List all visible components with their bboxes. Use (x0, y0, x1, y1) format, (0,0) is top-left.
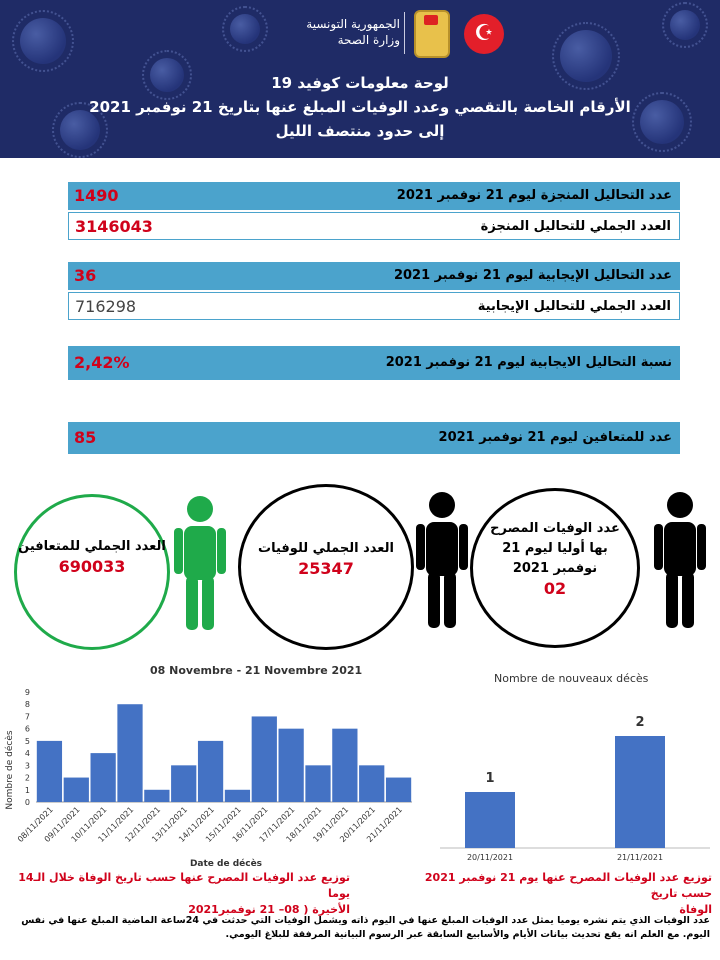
footnote: عدد الوفيات الذي يتم نشره يوميا يمثل عدد… (21, 915, 710, 940)
deaths-total-value: 25347 (298, 559, 354, 578)
recovered-total-circle: العدد الجملي للمتعافين 690033 (14, 494, 170, 650)
chart1-title: 08 Novembre - 21 Novembre 2021 (150, 664, 363, 677)
chart1-y-tick: 1 (25, 786, 30, 795)
virus-decoration (552, 22, 620, 90)
virus-decoration (52, 102, 108, 158)
dashboard-subtitle-time: إلى حدود منتصف الليل (275, 122, 445, 140)
dashboard-title: لوحة معلومات كوفيد 19 (271, 74, 449, 92)
virus-decoration (142, 50, 192, 100)
chart1-bar (144, 789, 170, 802)
left-caption-line2: الأخيرة ( 08– 21 نوفمبر2021 (188, 903, 350, 916)
chart2-title: Nombre de nouveaux décès (494, 672, 649, 685)
stat-label: عدد التحاليل الإيجابية ليوم 21 نوفمبر 20… (393, 268, 672, 283)
recovered-total-value: 690033 (58, 557, 126, 576)
stat-label: عدد للمتعافين ليوم 21 نوفمبر 2021 (438, 430, 672, 445)
deaths-total-circle: العدد الجملي للوفيات 25347 (238, 484, 414, 650)
chart1-ylabel: Nombre de décès (4, 730, 15, 809)
ministry-line2: وزارة الصحة (337, 33, 400, 47)
dashboard-subtitle: الأرقام الخاصة بالتقصي وعدد الوفيات المب… (89, 98, 631, 116)
recovered-total-label: العدد الجملي للمتعافين (18, 539, 166, 554)
stat-value: 2,42% (74, 353, 130, 372)
stat-row-tests-total: العدد الجملي للتحاليل المنجزة 3146043 (68, 212, 680, 240)
chart1-y-tick: 5 (25, 737, 30, 746)
chart1-y-tick: 2 (25, 774, 30, 783)
chart1-bar (36, 740, 63, 802)
stat-value: 3146043 (75, 217, 153, 236)
chart1-bar (385, 777, 412, 802)
chart1-bar (197, 740, 224, 802)
right-caption-line1: توزيع عدد الوفيات المصرح عنها يوم 21 نوف… (424, 871, 712, 900)
chart1-bar (63, 777, 89, 802)
stat-row-recovered-day: عدد للمتعافين ليوم 21 نوفمبر 2021 85 (68, 422, 680, 454)
chart1-y-tick: 7 (25, 712, 30, 721)
ministry-line1: الجمهورية التونسية (306, 17, 400, 31)
stat-value: 85 (74, 428, 97, 447)
chart1-bar (305, 765, 331, 802)
deaths-total-label: العدد الجملي للوفيات (258, 541, 394, 556)
declared-deaths-value: 02 (543, 579, 567, 598)
right-caption-line2: الوفاة (679, 903, 712, 916)
declared-deaths-label2: بها أوليا ليوم 21 (502, 541, 608, 556)
declared-deaths-label3: نوفمبر 2021 (512, 561, 598, 576)
stat-label: عدد التحاليل المنجزة ليوم 21 نوفمبر 2021 (396, 188, 672, 203)
person-green-icon (174, 496, 226, 630)
chart2-data-label: 2 (635, 715, 644, 730)
chart1-y-tick: 6 (25, 725, 30, 734)
chart1-y-tick: 9 (25, 688, 30, 697)
chart1-y-tick: 3 (25, 761, 30, 770)
chart1-bar (224, 789, 251, 802)
chart1-bar (117, 704, 143, 802)
virus-decoration (12, 10, 74, 72)
virus-decoration (222, 6, 268, 52)
ministry-name: الجمهورية التونسية وزارة الصحة (290, 16, 400, 48)
header-banner: الجمهورية التونسية وزارة الصحة ☪ لوحة مع… (0, 0, 720, 158)
stat-value: 1490 (68, 182, 224, 210)
tunisia-emblem-icon (414, 10, 450, 58)
virus-decoration (662, 2, 708, 48)
chart1-xlabel: Date de décès (190, 858, 262, 869)
stat-row-positivity-rate: نسبة التحاليل الايجابية ليوم 21 نوفمبر 2… (68, 346, 680, 380)
red-crescent-logo-icon: ☪ (464, 14, 504, 54)
chart2-x-tick: 20/11/2021 (467, 853, 513, 862)
chart1-y-tick: 0 (25, 798, 30, 807)
stat-row-positive-day: عدد التحاليل الإيجابية ليوم 21 نوفمبر 20… (68, 262, 680, 290)
stat-value: 716298 (75, 297, 137, 316)
header-divider (404, 12, 405, 54)
chart1-bar (359, 765, 385, 802)
chart1-bar (171, 765, 197, 802)
declared-deaths-circle: عدد الوفيات المصرح بها أوليا ليوم 21 نوف… (470, 488, 640, 648)
left-caption-line1: توزيع عدد الوفيات المصرح عنها حسب تاريخ … (18, 871, 350, 900)
right-chart-caption: توزيع عدد الوفيات المصرح عنها يوم 21 نوف… (400, 870, 712, 918)
stat-row-tests-day: عدد التحاليل المنجزة ليوم 21 نوفمبر 2021… (68, 182, 680, 210)
chart1-bar (251, 716, 277, 802)
stat-label: العدد الجملي للتحاليل الإيجابية (477, 299, 671, 314)
deaths-by-date-chart: Nombre de décès Date de décès 0 1 2 3 4 5 6 7 8 9… (4, 688, 412, 869)
chart1-y-tick: 4 (25, 749, 30, 758)
chart2-bar (465, 792, 515, 848)
person-black-icon (654, 492, 706, 628)
stat-label: العدد الجملي للتحاليل المنجزة (480, 219, 671, 234)
stat-row-positive-total: العدد الجملي للتحاليل الإيجابية 716298 (68, 292, 680, 320)
chart2-data-label: 1 (485, 771, 494, 786)
new-deaths-chart: 1 20/11/2021 2 21/11/2021 (440, 715, 710, 862)
chart2-x-tick: 21/11/2021 (617, 853, 663, 862)
declared-deaths-label1: عدد الوفيات المصرح (490, 521, 620, 536)
virus-decoration (632, 92, 692, 152)
chart1-bar (332, 728, 358, 802)
chart2-bar (615, 736, 665, 848)
stat-value: 36 (74, 266, 97, 285)
chart1-bar (278, 728, 304, 802)
left-chart-caption: توزيع عدد الوفيات المصرح عنها حسب تاريخ … (10, 870, 350, 918)
person-black-icon (416, 492, 468, 628)
stat-label: نسبة التحاليل الايجابية ليوم 21 نوفمبر 2… (385, 355, 672, 370)
chart1-y-tick: 8 (25, 700, 30, 709)
chart1-bar (90, 753, 116, 802)
